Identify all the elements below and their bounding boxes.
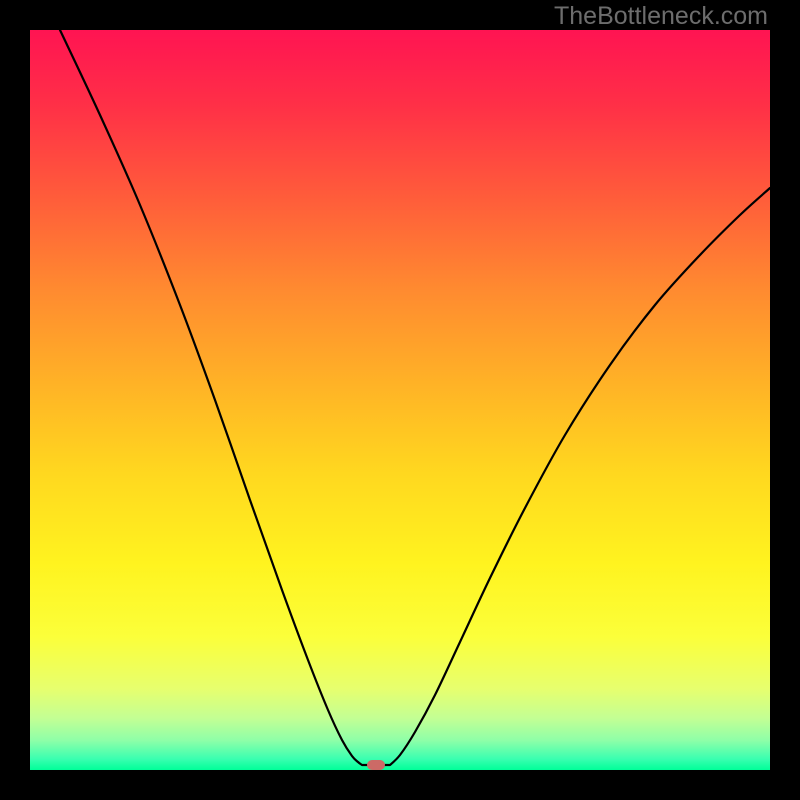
watermark-text: TheBottleneck.com <box>554 2 768 31</box>
bottleneck-curve <box>30 30 770 770</box>
outer-frame: TheBottleneck.com <box>0 0 800 800</box>
optimal-marker <box>367 760 385 770</box>
curve-path <box>60 30 770 765</box>
plot-area <box>30 30 770 770</box>
